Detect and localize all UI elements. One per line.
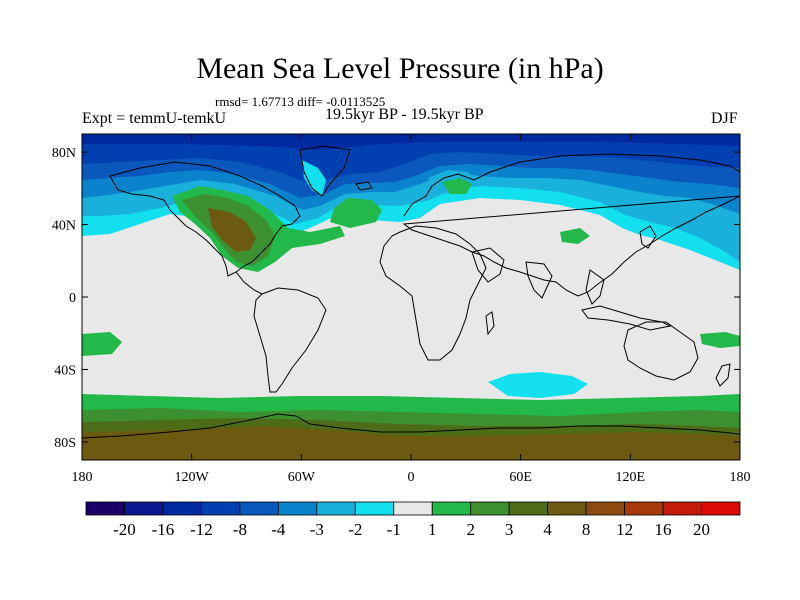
pressure-field — [82, 134, 740, 460]
greenland-coast — [299, 145, 351, 197]
north-deep-blue — [82, 134, 740, 150]
india-coast — [525, 261, 553, 299]
greenland-cyan — [302, 160, 326, 196]
colorbar-swatch — [547, 501, 587, 516]
colorbar-label: -12 — [190, 520, 213, 539]
south-pacific-green — [82, 332, 122, 356]
south-america-coast — [253, 287, 327, 393]
lon-ticks: 180 120W 60W 0 60E 120E 180 — [72, 134, 751, 485]
lon-tick-label: 180 — [72, 470, 93, 485]
africa-coast — [379, 225, 487, 361]
australia-green — [700, 332, 740, 348]
namerica-brown-core — [208, 208, 256, 252]
colorbar-label: 8 — [582, 520, 591, 539]
south-brown — [82, 426, 740, 460]
lat-tick-label: 40N — [52, 219, 76, 234]
lon-tick-label: 180 — [730, 470, 751, 485]
lon-tick-label: 0 — [408, 470, 415, 485]
colorbar-swatch — [162, 501, 202, 516]
colorbar-label: -16 — [152, 520, 175, 539]
colorbar-swatch — [662, 501, 702, 516]
colorbar-swatch — [470, 501, 510, 516]
colorbar-swatch — [201, 501, 241, 516]
colorbar: -20 -16 -12 -8 -4 -3 -2 -1 1 2 3 4 8 12 16 20 — [85, 501, 741, 539]
indonesia-coast — [581, 305, 672, 331]
colorbar-label: 4 — [543, 520, 552, 539]
south-indian-cyan — [488, 372, 588, 398]
colorbar-label: -4 — [271, 520, 286, 539]
colorbar-label: -3 — [310, 520, 324, 539]
lon-tick-label: 60E — [509, 470, 532, 485]
eurasia-coast — [402, 153, 740, 297]
colorbar-swatch — [393, 501, 433, 516]
iceland-coast — [355, 181, 373, 191]
colorbar-swatch — [624, 501, 664, 516]
japan-coast — [639, 225, 657, 249]
southeast-asia-coast — [585, 269, 605, 305]
colorbar-swatch — [85, 501, 125, 516]
australia-coast — [623, 321, 699, 381]
colorbar-label: -2 — [348, 520, 362, 539]
period-label: 19.5kyr BP - 19.5kyr BP — [325, 106, 484, 123]
scandinavia-green — [442, 178, 472, 194]
lon-tick-label: 60W — [288, 470, 316, 485]
colorbar-swatch — [431, 501, 472, 516]
lat-ticks: 80N 40N 0 40S 80S — [52, 146, 740, 451]
colorbar-swatch — [354, 501, 395, 516]
colorbar-swatch — [124, 501, 164, 516]
central-america-coast — [235, 271, 263, 295]
colorbar-label: -20 — [113, 520, 136, 539]
colorbar-label: 2 — [466, 520, 475, 539]
lat-tick-label: 80S — [54, 436, 76, 451]
lat-tick-label: 0 — [69, 291, 76, 306]
experiment-label: Expt = temmU-temkU — [82, 110, 227, 127]
colorbar-swatch — [277, 501, 318, 516]
colorbar-swatch — [239, 501, 279, 516]
madagascar-coast — [485, 311, 495, 336]
atlantic-green — [330, 198, 382, 228]
newzealand-coast — [715, 363, 731, 387]
season-label: DJF — [711, 110, 738, 127]
coastlines — [82, 145, 740, 439]
colorbar-swatch — [508, 501, 549, 516]
lon-tick-label: 120W — [175, 470, 210, 485]
lat-tick-label: 80N — [52, 146, 76, 161]
colorbar-label: -1 — [387, 520, 401, 539]
colorbar-label: -8 — [233, 520, 247, 539]
north-dark-blue — [82, 134, 740, 182]
lat-tick-label: 40S — [54, 363, 76, 378]
stats-text: rmsd= 1.67713 diff= -0.0113525 — [215, 94, 386, 109]
colorbar-swatch — [316, 501, 356, 516]
colorbar-label: 1 — [428, 520, 437, 539]
asia-green — [560, 228, 590, 244]
north-america-coast — [109, 161, 301, 277]
colorbar-label: 16 — [655, 520, 672, 539]
colorbar-swatch — [701, 501, 741, 516]
colorbar-label: 3 — [505, 520, 514, 539]
colorbar-label: 20 — [693, 520, 710, 539]
colorbar-label: 12 — [616, 520, 633, 539]
colorbar-swatch — [585, 501, 625, 516]
lon-tick-label: 120E — [616, 470, 646, 485]
map-title: Mean Sea Level Pressure (in hPa) — [196, 52, 604, 85]
antarctica-coast — [82, 413, 740, 439]
arabia-coast — [471, 247, 505, 283]
